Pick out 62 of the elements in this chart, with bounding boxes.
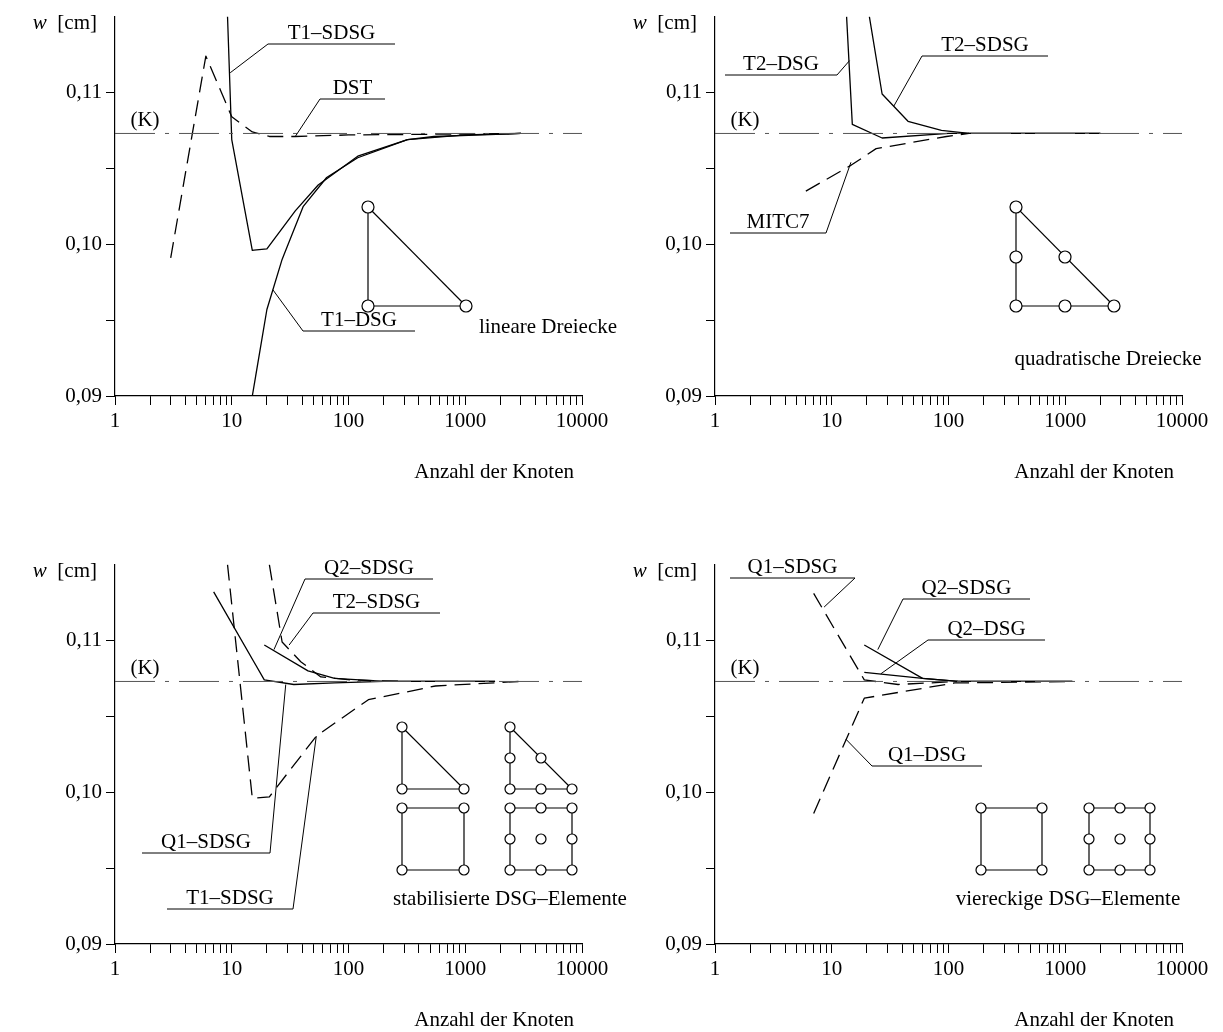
annotation: Q1–SDSG	[747, 554, 838, 578]
x-tick-label: 10	[221, 956, 243, 981]
x-tick-label: 10	[821, 408, 843, 433]
ref-line-label: (K)	[730, 655, 760, 680]
annotation: T2–SDSG	[332, 589, 421, 613]
x-tick-label: 10000	[1155, 956, 1209, 981]
annotation: Q2–SDSG	[921, 575, 1012, 599]
y-axis-title: w [cm]	[32, 9, 98, 34]
x-tick-label: 10	[221, 408, 243, 433]
x-tick-label: 1	[109, 956, 121, 981]
annotation: T1–DSG	[321, 307, 397, 331]
x-tick-label: 100	[332, 408, 365, 433]
annotation: T1–SDSG	[287, 20, 376, 44]
y-tick-label: 0,09	[65, 382, 102, 407]
y-tick-label: 0,09	[65, 930, 102, 955]
y-tick-label: 0,11	[666, 79, 702, 103]
x-tick-label: 1	[109, 408, 121, 433]
annotation: Q2–SDSG	[324, 555, 414, 579]
x-axis-title: Anzahl der Knoten	[414, 459, 575, 483]
x-tick-label: 100	[932, 956, 965, 981]
x-axis-title: Anzahl der Knoten	[414, 1007, 575, 1031]
x-tick-label: 1000	[444, 408, 487, 433]
x-tick-label: 100	[932, 408, 965, 433]
x-tick-label: 10000	[1155, 408, 1209, 433]
x-tick-label: 10	[821, 956, 843, 981]
ref-line-label: (K)	[130, 655, 160, 680]
x-tick-label: 1000	[444, 956, 487, 981]
annotation: T1–SDSG	[186, 885, 274, 909]
text: lineare Dreiecke	[478, 314, 618, 338]
y-tick-label: 0,10	[65, 778, 102, 803]
y-axis-title: w [cm]	[32, 557, 98, 582]
annotation: T2–DSG	[743, 51, 819, 75]
y-tick-label: 0,10	[665, 778, 702, 803]
x-axis-title: Anzahl der Knoten	[1014, 1007, 1175, 1031]
ref-line-label: (K)	[130, 107, 160, 132]
y-axis-title: w [cm]	[632, 9, 698, 34]
annotation: DST	[332, 75, 373, 99]
x-tick-label: 1000	[1044, 956, 1087, 981]
x-tick-label: 1	[709, 956, 721, 981]
text: quadratische Dreiecke	[1014, 346, 1202, 370]
text: stabilisierte DSG–Elemente	[393, 886, 627, 910]
y-axis-title: w [cm]	[632, 557, 698, 582]
annotation: MITC7	[746, 209, 810, 233]
y-tick-label: 0,10	[665, 230, 702, 255]
x-axis-title: Anzahl der Knoten	[1014, 459, 1175, 483]
x-tick-label: 1	[709, 408, 721, 433]
ref-line-label: (K)	[730, 107, 760, 132]
y-tick-label: 0,11	[66, 79, 102, 103]
x-tick-label: 10000	[555, 408, 609, 433]
annotation: Q2–DSG	[947, 616, 1026, 640]
annotation: Q1–DSG	[887, 742, 967, 766]
annotation: T2–SDSG	[941, 32, 1029, 56]
text: viereckige DSG–Elemente	[955, 886, 1181, 910]
x-tick-label: 10000	[555, 956, 609, 981]
y-tick-label: 0,09	[665, 382, 702, 407]
annotation: Q1–SDSG	[161, 829, 251, 853]
y-tick-label: 0,11	[666, 627, 702, 651]
x-tick-label: 100	[332, 956, 365, 981]
x-tick-label: 1000	[1044, 408, 1087, 433]
y-tick-label: 0,10	[65, 230, 102, 255]
y-tick-label: 0,11	[66, 627, 102, 651]
y-tick-label: 0,09	[665, 930, 702, 955]
